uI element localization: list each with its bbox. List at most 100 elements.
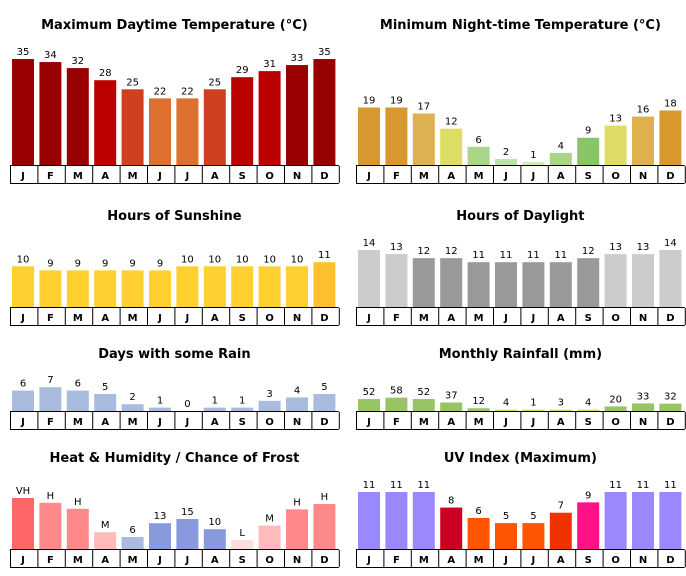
month-label: J [20, 555, 25, 566]
month-label: A [447, 171, 455, 182]
data-label: 1 [530, 398, 536, 409]
bar-a [94, 80, 117, 165]
month-label: S [585, 555, 592, 566]
bar-o [604, 492, 627, 549]
month-label: N [639, 555, 647, 566]
bar-j [12, 390, 34, 411]
bar-d [313, 394, 336, 411]
month-label: J [157, 555, 162, 566]
bar-m [412, 258, 435, 307]
bar-n [286, 65, 308, 165]
bar-n [286, 397, 308, 411]
data-label: 29 [236, 65, 249, 76]
month-label: M [128, 313, 138, 324]
data-label: 25 [208, 77, 221, 88]
month-label: N [293, 555, 301, 566]
month-label: N [293, 313, 301, 324]
month-label: J [185, 417, 190, 428]
month-label: J [185, 555, 190, 566]
bar-a [94, 394, 117, 411]
month-label: J [503, 171, 508, 182]
bar-a [203, 529, 226, 549]
data-label: H [321, 492, 329, 503]
month-label: D [666, 313, 674, 324]
bar-a [440, 507, 463, 549]
data-label: 34 [44, 50, 57, 61]
bar-f [385, 492, 408, 549]
bar-m [467, 517, 490, 549]
month-label: D [666, 555, 674, 566]
month-label: M [419, 417, 429, 428]
data-label: 6 [475, 506, 481, 517]
data-label: 6 [75, 379, 81, 390]
month-label: N [639, 171, 647, 182]
chart-title: Days with some Rain [98, 347, 250, 362]
bar-m [412, 492, 435, 549]
data-label: 19 [390, 95, 403, 106]
bar-o [604, 254, 627, 307]
month-label: M [128, 417, 138, 428]
bar-m [121, 270, 144, 307]
bar-j [176, 519, 199, 549]
month-label: S [239, 171, 246, 182]
month-label: A [101, 417, 109, 428]
data-label: 6 [475, 135, 481, 146]
bar-n [632, 492, 654, 549]
data-label: 16 [637, 105, 650, 116]
data-label: 10 [236, 254, 249, 265]
data-label: 52 [417, 387, 430, 398]
month-label: J [20, 417, 25, 428]
month-label: J [503, 313, 508, 324]
month-label: F [393, 171, 400, 182]
data-label: 20 [609, 394, 622, 405]
data-label: 9 [157, 258, 163, 269]
data-label: 9 [47, 258, 53, 269]
data-label: M [265, 514, 274, 525]
bar-j [149, 523, 171, 549]
data-label: 1 [530, 150, 536, 161]
month-label: D [666, 171, 674, 182]
data-label: 11 [609, 480, 622, 491]
bar-s [231, 77, 254, 165]
bar-j [522, 262, 545, 307]
month-label: A [211, 417, 219, 428]
chart-title: Hours of Sunshine [107, 209, 241, 224]
month-label: M [474, 555, 484, 566]
bar-j [495, 262, 517, 307]
bar-n [286, 266, 308, 307]
data-label: 11 [318, 250, 331, 261]
bar-o [258, 400, 281, 411]
bar-s [577, 409, 600, 411]
data-label: 8 [448, 496, 454, 507]
bar-o [258, 525, 281, 549]
bar-m [121, 89, 144, 165]
bar-j [12, 498, 34, 549]
data-label: 12 [472, 396, 485, 407]
data-label: 7 [558, 501, 564, 512]
bar-f [39, 270, 62, 307]
data-label: 33 [637, 391, 650, 402]
data-label: 1 [212, 396, 218, 407]
data-label: 10 [263, 254, 276, 265]
data-label: 19 [363, 95, 376, 106]
bar-j [149, 407, 171, 411]
data-label: 9 [75, 258, 81, 269]
month-label: N [639, 313, 647, 324]
month-label: A [211, 555, 219, 566]
bar-d [659, 250, 682, 307]
data-label: 11 [417, 480, 430, 491]
bar-f [385, 107, 408, 165]
bar-d [313, 504, 336, 549]
bar-j [176, 266, 199, 307]
data-label: 10 [181, 254, 194, 265]
data-label: 22 [154, 86, 167, 97]
month-label: A [211, 171, 219, 182]
month-label: J [157, 417, 162, 428]
data-label: 9 [129, 258, 135, 269]
chart-title: Hours of Daylight [456, 209, 584, 224]
data-label: VH [16, 486, 30, 497]
data-label: 22 [181, 86, 194, 97]
bar-d [313, 59, 336, 165]
chart-title: Heat & Humidity / Chance of Frost [50, 451, 300, 466]
bar-j [12, 59, 34, 165]
